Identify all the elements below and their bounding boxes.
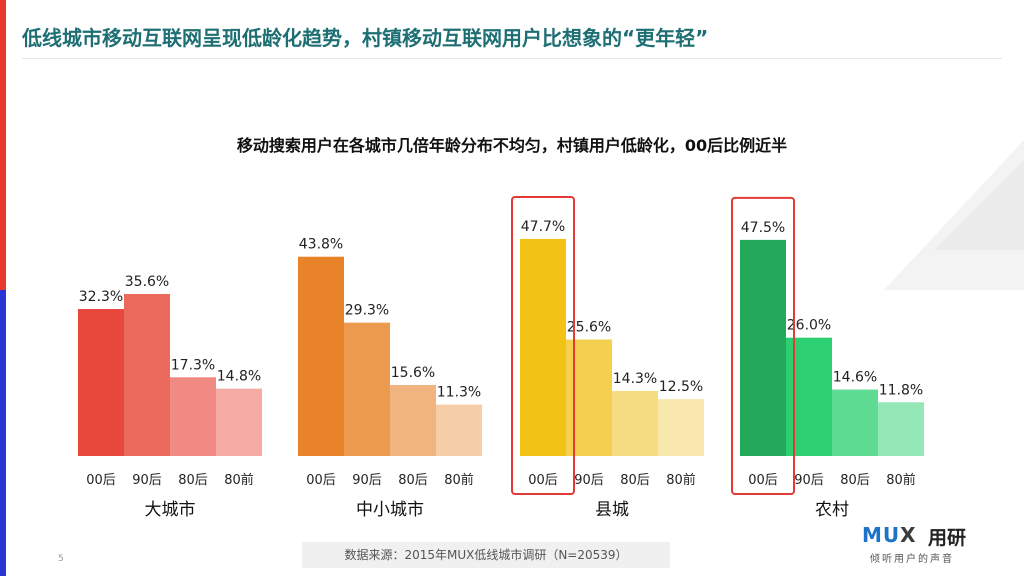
data-label: 25.6% [567, 320, 611, 336]
chart-bar [658, 399, 704, 456]
chart-bar [344, 322, 390, 456]
x-tick-label: 00后 [86, 473, 116, 488]
logo-mark-x: X [900, 523, 917, 547]
brand-logo: MUX 用研 倾听用户的声音 [862, 523, 1012, 567]
data-label: 26.0% [787, 318, 831, 334]
x-tick-label: 90后 [574, 473, 604, 488]
decorative-background-shape [884, 140, 1024, 290]
accent-bar-red [0, 0, 6, 290]
series-name: 农村 [815, 500, 849, 520]
x-tick-label: 80前 [666, 472, 696, 488]
x-tick-label: 00后 [306, 473, 336, 488]
chart-bar [216, 388, 262, 456]
chart-bar [520, 238, 566, 456]
x-tick-label: 00后 [748, 473, 778, 488]
data-label: 35.6% [125, 274, 169, 290]
x-tick-label: 80后 [178, 473, 208, 488]
x-tick-label: 80后 [620, 473, 650, 488]
chart-bar [832, 389, 878, 456]
page-title: 低线城市移动互联网呈现低龄化趋势，村镇移动互联网用户比想象的“更年轻” [22, 26, 709, 50]
chart-bar [78, 309, 124, 456]
x-tick-label: 80后 [840, 473, 870, 488]
chart-bar [124, 294, 170, 456]
data-label: 11.3% [437, 385, 481, 401]
data-label: 14.6% [833, 370, 877, 386]
data-label: 29.3% [345, 303, 389, 319]
logo-name: 用研 [928, 527, 967, 549]
series-name: 大城市 [145, 500, 196, 520]
x-tick-label: 80前 [224, 472, 254, 488]
highlight-box [511, 195, 575, 495]
chart-bar [436, 404, 482, 456]
highlight-box [731, 196, 795, 495]
data-label: 47.7% [521, 219, 565, 235]
x-tick-label: 90后 [794, 473, 824, 488]
chart-bar [298, 256, 344, 456]
x-tick-label: 80前 [444, 472, 474, 488]
chart-bar [740, 239, 786, 456]
data-label: 15.6% [391, 365, 435, 381]
data-label: 47.5% [741, 220, 785, 236]
title-divider [22, 58, 1002, 59]
chart-bar [170, 377, 216, 456]
chart-title: 移动搜索用户在各城市几倍年龄分布不均匀，村镇用户低龄化，00后比例近半 [236, 136, 788, 155]
logo-tagline: 倾听用户的声音 [870, 554, 954, 565]
logo-mark: MUX [862, 523, 917, 547]
data-label: 17.3% [171, 357, 215, 373]
x-tick-label: 80前 [886, 472, 916, 488]
data-label: 12.5% [659, 379, 703, 395]
x-tick-label: 00后 [528, 473, 558, 488]
chart-bar [566, 339, 612, 456]
chart-bar [786, 337, 832, 456]
data-label: 43.8% [299, 237, 343, 253]
accent-bar-blue [0, 290, 6, 576]
series-name: 中小城市 [356, 500, 424, 520]
chart-bar [878, 402, 924, 456]
x-tick-label: 80后 [398, 473, 428, 488]
data-label: 14.8% [217, 369, 261, 385]
series-name: 县城 [595, 500, 629, 520]
data-label: 14.3% [613, 371, 657, 387]
data-label: 32.3% [79, 289, 123, 305]
data-label: 11.8% [879, 382, 923, 398]
logo-mark-mu: MU [862, 523, 901, 547]
x-tick-label: 90后 [352, 473, 382, 488]
chart-bar [612, 390, 658, 456]
chart-bar [390, 385, 436, 456]
page-number: 5 [58, 554, 64, 564]
x-tick-label: 90后 [132, 473, 162, 488]
data-source-note: 数据来源：2015年MUX低线城市调研（N=20539） [302, 542, 670, 568]
